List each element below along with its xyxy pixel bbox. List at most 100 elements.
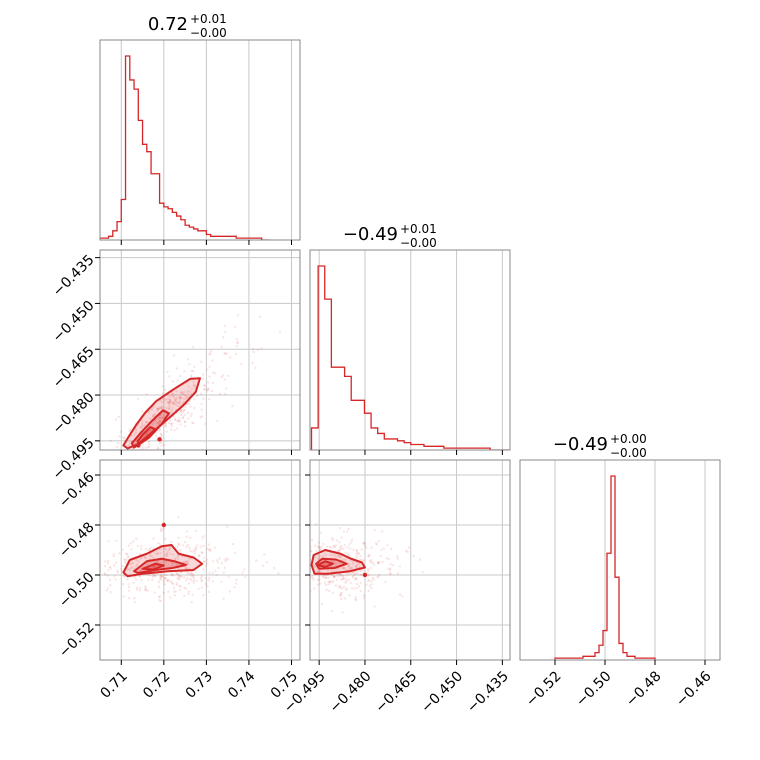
scatter-point (352, 548, 355, 551)
scatter-point (108, 578, 112, 581)
scatter-point (355, 582, 359, 586)
scatter-point (313, 565, 316, 568)
scatter-point (177, 401, 181, 405)
scatter-point (170, 409, 173, 412)
scatter-point (169, 398, 172, 402)
hist-bar-16 (417, 444, 424, 450)
scatter-point (152, 414, 155, 418)
scatter-point (294, 567, 296, 569)
scatter-point (144, 420, 148, 424)
scatter-point (318, 555, 322, 558)
panel-border (99, 249, 301, 451)
scatter-point (207, 576, 211, 580)
scatter-point (202, 594, 205, 597)
scatter-point (224, 352, 227, 356)
scatter-point (326, 545, 329, 549)
scatter-point (193, 397, 196, 401)
scatter-point (332, 553, 335, 557)
scatter-point (136, 544, 140, 548)
scatter-point (318, 574, 321, 578)
scatter-point (355, 564, 358, 567)
hist-bar-15 (411, 444, 418, 450)
scatter-point (325, 588, 328, 592)
scatter-point (234, 325, 237, 329)
scatter-point (366, 568, 370, 571)
scatter-point (341, 577, 345, 581)
scatter-point (221, 374, 225, 377)
scatter-point (200, 403, 203, 406)
scatter-point (178, 374, 182, 378)
scatter-point (355, 571, 359, 574)
scatter-point (167, 401, 170, 404)
scatter-point (135, 586, 139, 589)
scatter-point (107, 568, 110, 572)
scatter-point (301, 574, 303, 576)
hist-bar-5 (345, 376, 352, 450)
scatter-point (342, 585, 346, 589)
scatter-point (275, 558, 277, 560)
panel-title-0: 0.72 +0.01−0.00 (148, 12, 227, 40)
scatter-point (137, 560, 140, 563)
scatter-point (159, 432, 163, 435)
scatter-point (186, 411, 190, 415)
scatter-point (172, 573, 175, 576)
scatter-point (144, 547, 148, 551)
scatter-point (168, 395, 172, 398)
scatter-point (303, 566, 305, 568)
scatter-point (344, 558, 347, 561)
scatter-point (311, 576, 314, 580)
scatter-point (175, 396, 178, 400)
scatter-point (148, 548, 151, 551)
scatter-point (206, 388, 210, 391)
scatter-point (355, 556, 359, 559)
y-tick-label-0: −0.52 (56, 619, 98, 661)
scatter-point (192, 384, 196, 388)
scatter-point (162, 579, 165, 583)
scatter-point (368, 584, 372, 587)
scatter-point (328, 580, 331, 584)
scatter-point (222, 597, 225, 600)
scatter-point (179, 575, 182, 579)
scatter-point (172, 396, 175, 399)
histogram-step-line (310, 265, 510, 450)
scatter-point (320, 602, 324, 606)
scatter-point (203, 560, 206, 563)
scatter-point (339, 573, 343, 577)
scatter-point (343, 577, 346, 580)
scatter-point (339, 597, 343, 601)
scatter-point (181, 544, 185, 547)
scatter-point (367, 574, 370, 577)
scatter-point (206, 547, 209, 550)
scatter-point (171, 401, 175, 404)
scatter-point (359, 558, 363, 561)
scatter-point (338, 546, 342, 550)
scatter-point (127, 544, 130, 547)
scatter-point (381, 530, 384, 533)
scatter-point (176, 419, 179, 423)
scatter-point (388, 568, 392, 572)
hist-bar-3 (331, 367, 338, 450)
scatter-point (385, 557, 388, 560)
scatter-point (176, 545, 179, 549)
scatter-point (179, 585, 182, 588)
scatter-point (182, 415, 185, 419)
scatter-point (199, 416, 202, 419)
scatter-point (160, 433, 163, 436)
panel-border (99, 459, 301, 661)
scatter-point (170, 411, 173, 414)
scatter-point (149, 417, 152, 420)
scatter-point (187, 582, 191, 585)
scatter-point (188, 536, 192, 540)
scatter-point (187, 417, 190, 421)
scatter-point (175, 582, 179, 585)
scatter-point (347, 565, 351, 568)
scatter-point (256, 566, 258, 568)
scatter-point (138, 569, 142, 572)
scatter-point (362, 594, 366, 597)
scatter-point (171, 564, 174, 567)
scatter-point (152, 565, 156, 568)
scatter-point (204, 577, 207, 580)
scatter-point (144, 556, 147, 560)
scatter-point (197, 554, 201, 557)
scatter-point (378, 573, 381, 577)
